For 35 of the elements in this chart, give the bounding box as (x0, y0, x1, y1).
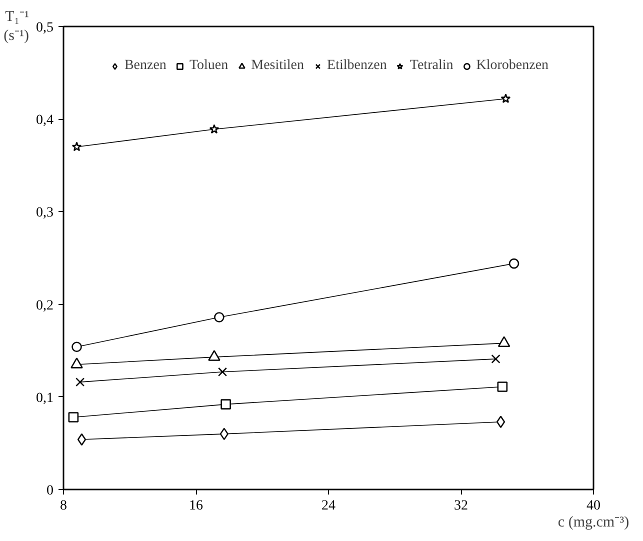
point (72, 342, 82, 352)
x-tick-label: 8 (60, 498, 67, 514)
x-tick-label: 16 (189, 498, 203, 514)
y-tick-label: 0,2 (36, 298, 54, 314)
legend-label: Tetralin (410, 58, 454, 74)
y-tick-label: 0,3 (36, 206, 54, 221)
x-tick-label: 40 (586, 498, 600, 514)
y-tick-label: 0,1 (36, 390, 54, 406)
y-tick-label: 0 (46, 484, 54, 498)
legend-label: Toluen (189, 58, 228, 74)
point (209, 124, 220, 134)
point (498, 336, 510, 348)
y-axis-title: T₁⁻¹ (s⁻¹) (4, 8, 30, 44)
point (68, 412, 79, 422)
point (76, 378, 85, 387)
point (72, 142, 82, 152)
point (491, 354, 500, 364)
point (496, 416, 506, 428)
y-tick-label: 0,5 (36, 20, 54, 36)
point (500, 94, 511, 104)
x-tick-label: 32 (454, 498, 468, 514)
point (214, 312, 224, 322)
x-tick-label: 24 (322, 498, 336, 514)
point (208, 350, 220, 361)
point (77, 433, 86, 446)
x-axis-title: c (mg.cm⁻³) (558, 514, 630, 530)
legend-label: Klorobenzen (476, 58, 549, 74)
legend-label: Etilbenzen (327, 58, 387, 74)
point (220, 399, 231, 410)
legend-label: Mesitilen (251, 58, 304, 74)
point (497, 382, 508, 392)
point (508, 258, 520, 269)
legend-label: Benzen (124, 58, 166, 74)
point (218, 367, 228, 376)
y-tick-label: 0,4 (36, 113, 54, 128)
